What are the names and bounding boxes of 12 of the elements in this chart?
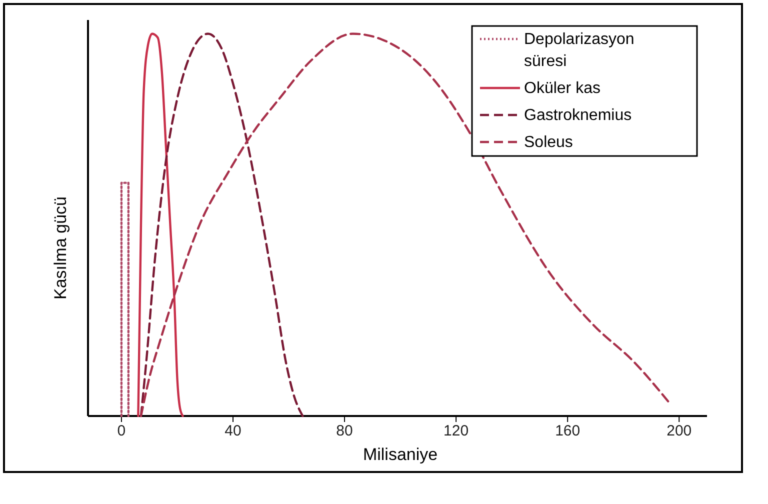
x-tick-label: 80: [336, 422, 353, 440]
x-axis-title: Milisaniye: [362, 445, 438, 464]
y-axis-title: Kasılma gücü: [51, 196, 70, 300]
legend-label: Soleus: [524, 134, 573, 151]
x-tick-label: 40: [224, 422, 242, 440]
x-tick-label: 160: [555, 422, 580, 440]
legend-label: Gastroknemius: [524, 107, 632, 124]
x-tick-label: 0: [117, 422, 126, 440]
x-tick-label: 200: [666, 422, 692, 440]
x-tick-label: 120: [444, 422, 469, 440]
legend-label: Oküler kas: [524, 80, 600, 97]
legend-label: Depolarizasyon süresi: [524, 31, 634, 70]
